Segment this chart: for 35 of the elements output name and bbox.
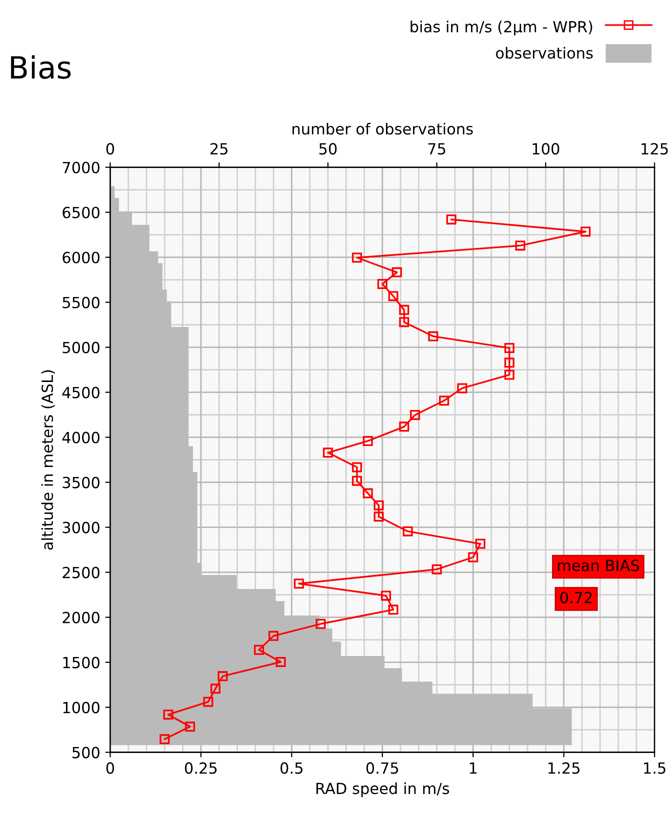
chart-title: Bias bbox=[11, 55, 71, 79]
y-tick-label: 1000 bbox=[63, 702, 100, 714]
y-tick-label: 4000 bbox=[62, 432, 100, 444]
x2-tick-label: 0 bbox=[106, 143, 114, 155]
y-tick-label: 6500 bbox=[62, 206, 100, 218]
x2-tick-label: 25 bbox=[210, 143, 228, 155]
x-tick-label: 0.75 bbox=[366, 762, 398, 774]
x-tick-label: 1 bbox=[470, 762, 477, 774]
annotation: mean BIAS bbox=[558, 560, 640, 572]
y-tick-label: 4500 bbox=[62, 386, 100, 398]
annotation: 0.72 bbox=[560, 592, 592, 604]
y-tick-label: 1500 bbox=[63, 656, 100, 668]
x-tick-label: 0 bbox=[106, 762, 114, 774]
y-tick-label: 2500 bbox=[62, 566, 100, 578]
y-tick-label: 5000 bbox=[62, 342, 100, 354]
x-axis-title: RAD speed in m/s bbox=[316, 782, 450, 798]
y-tick-label: 3500 bbox=[62, 476, 100, 488]
x-tick-label: 0.25 bbox=[184, 762, 217, 774]
y-tick-label: 6000 bbox=[62, 252, 100, 264]
y-tick-label: 7000 bbox=[62, 162, 100, 174]
x2-axis-title: number of observations bbox=[292, 122, 473, 135]
legend-label: observations bbox=[496, 46, 593, 59]
y-tick-label: 500 bbox=[72, 746, 100, 758]
y-tick-label: 2000 bbox=[62, 612, 100, 624]
x-tick-label: 1.25 bbox=[548, 762, 580, 774]
x2-tick-label: 50 bbox=[319, 143, 337, 155]
x-tick-label: 0.5 bbox=[280, 762, 302, 774]
legend-label: bias in m/s (2µm - WPR) bbox=[410, 20, 592, 36]
x2-tick-label: 125 bbox=[642, 143, 668, 155]
x2-tick-label: 75 bbox=[428, 143, 446, 155]
y-axis-title: altitude in meters (ASL) bbox=[41, 370, 55, 550]
y-tick-label: 5500 bbox=[62, 296, 100, 308]
y-tick-label: 3000 bbox=[62, 522, 100, 534]
x2-tick-label: 100 bbox=[532, 143, 560, 155]
x-tick-label: 1.5 bbox=[644, 762, 666, 774]
